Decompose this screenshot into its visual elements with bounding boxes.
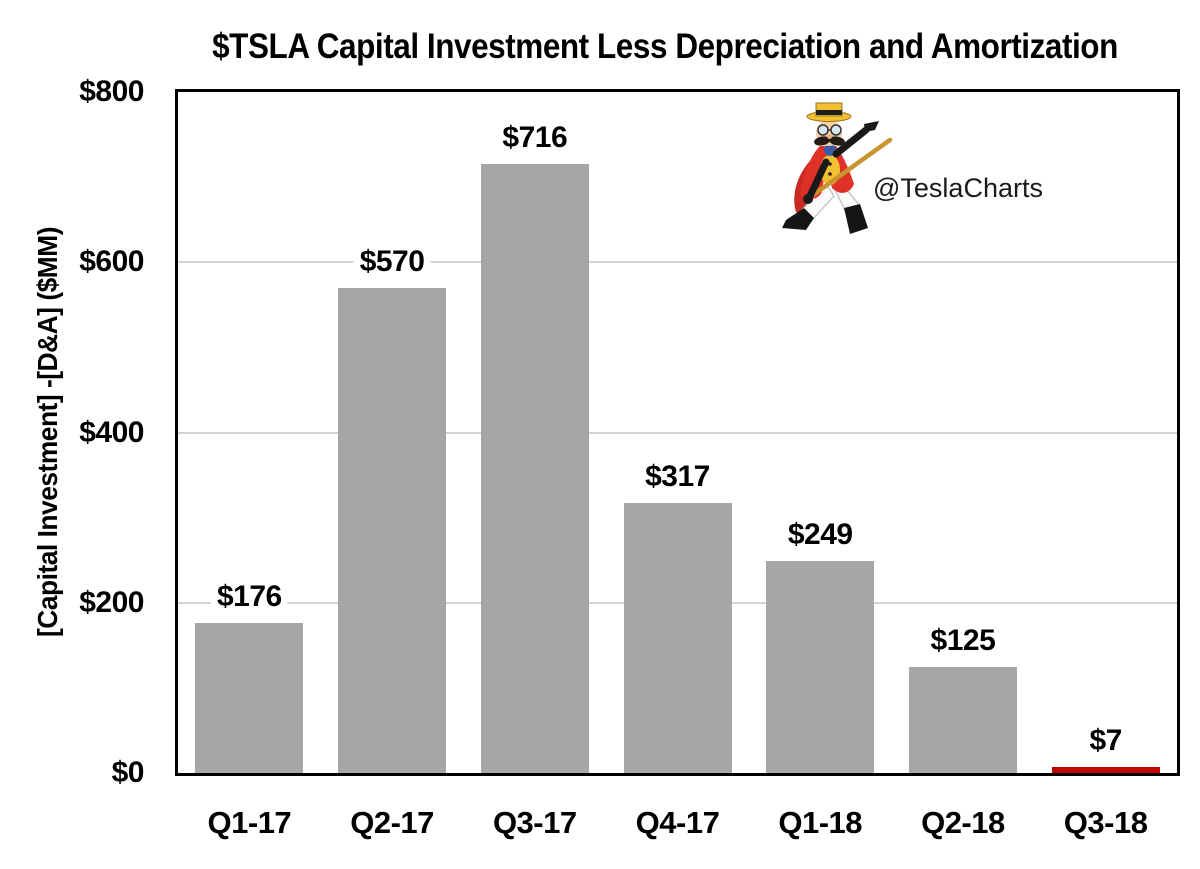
gridline-400 (178, 431, 1177, 434)
bar-Q3-17 (480, 163, 589, 773)
bar-value-label-Q2-18: $125 (924, 623, 1002, 658)
bar-value-label-Q2-17: $570 (353, 244, 431, 279)
x-tick-label-Q3-18: Q3-18 (1063, 805, 1148, 840)
teslacharts-handle: @TeslaCharts (873, 173, 1043, 203)
y-tick-label-800: $800 (79, 75, 144, 108)
bar-Q1-18 (766, 561, 875, 773)
y-tick-label-0: $0 (111, 756, 145, 789)
bar-Q3-18 (1051, 767, 1160, 773)
plot-area: $176 $570 $716 $317 $249 $125 $7 (175, 89, 1180, 776)
bar-Q1-17 (195, 623, 304, 773)
bar-Q4-17 (623, 503, 732, 773)
bar-value-label-Q1-17: $176 (210, 580, 288, 615)
bar-value-label-Q3-18: $7 (1083, 724, 1128, 759)
chart-title: $TSLA Capital Investment Less Depreciati… (212, 27, 1118, 66)
y-tick-label-200: $200 (79, 585, 144, 619)
y-tick-label-400: $400 (79, 415, 144, 449)
bar-value-label-Q3-17: $716 (496, 120, 574, 155)
teslacharts-mascot-icon (782, 102, 893, 234)
bar-value-label-Q4-17: $317 (639, 460, 716, 495)
bar-Q2-18 (908, 666, 1017, 773)
bar-Q2-17 (338, 287, 447, 773)
bar-value-label-Q1-18: $249 (781, 518, 859, 553)
x-tick-label-Q1-17: Q1-17 (207, 805, 292, 840)
gridline-600 (178, 261, 1177, 264)
y-tick-label-600: $600 (79, 245, 144, 279)
x-tick-label-Q2-18: Q2-18 (921, 805, 1005, 840)
x-tick-label-Q2-17: Q2-17 (350, 805, 434, 840)
x-tick-label-Q1-18: Q1-18 (778, 805, 863, 840)
x-tick-label-Q4-17: Q4-17 (635, 805, 720, 840)
x-tick-label-Q3-17: Q3-17 (492, 805, 577, 840)
x-axis-labels: Q1-17 Q2-17 Q3-17 Q4-17 Q1-18 Q2-18 Q3-18 (178, 800, 1177, 845)
